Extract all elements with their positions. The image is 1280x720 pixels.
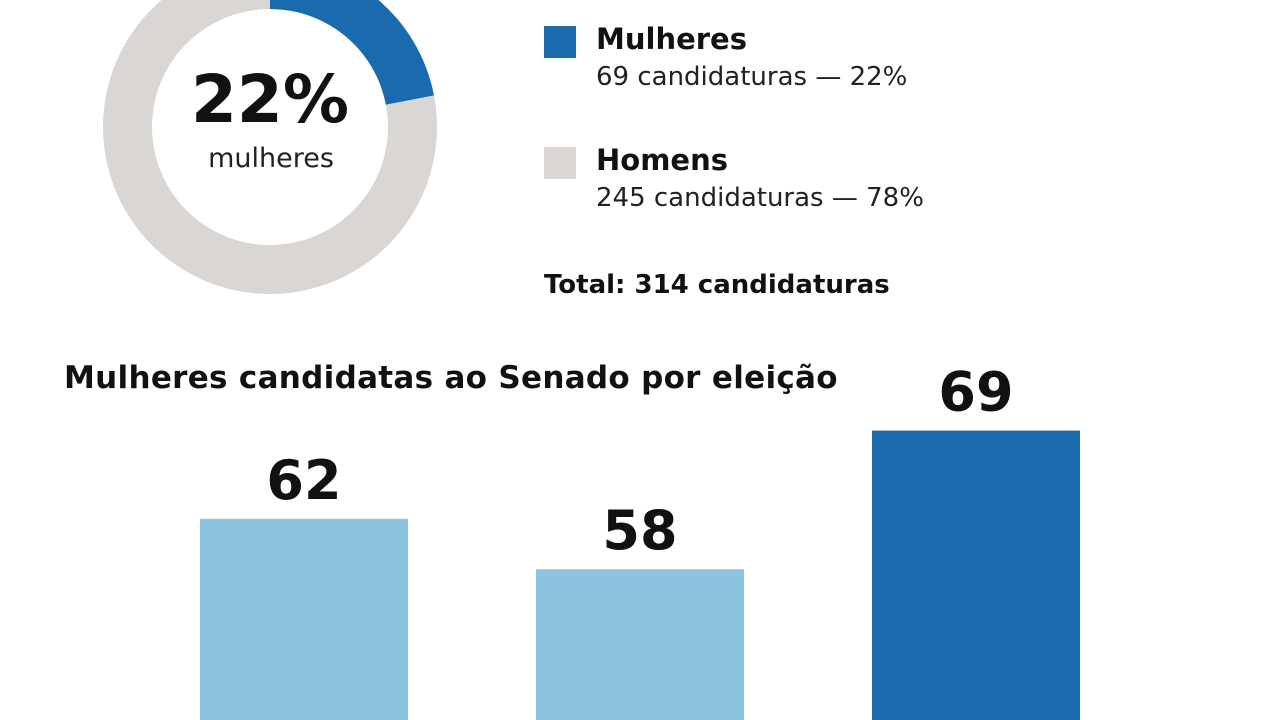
legend-detail-mulheres: 69 candidaturas — 22% [596,62,908,92]
bar-3 [872,430,1080,720]
total-candidaturas: Total: 314 candidaturas [544,270,890,300]
bar-marks: 62 58 69 [200,361,1080,720]
donut-slice-homens [103,0,438,294]
bar-1 [200,518,408,720]
legend-swatch-homens [544,147,576,179]
legend-detail-homens: 245 candidaturas — 78% [596,183,924,213]
donut-slice-mulheres [270,0,434,105]
bar-value-label-1: 62 [266,449,341,512]
donut-slices [103,0,438,294]
donut-chart: 22% mulheres [103,0,438,294]
legend-label-mulheres: Mulheres [596,22,747,56]
bar-value-label-2: 58 [602,499,677,562]
bar-2 [536,569,744,720]
bar-chart-title: Mulheres candidatas ao Senado por eleiçã… [64,360,838,396]
donut-center-label: mulheres [208,143,334,174]
bar-value-label-3: 69 [938,361,1013,424]
legend-label-homens: Homens [596,143,728,177]
legend-swatch-mulheres [544,26,576,58]
donut-center-value: 22% [191,61,349,138]
